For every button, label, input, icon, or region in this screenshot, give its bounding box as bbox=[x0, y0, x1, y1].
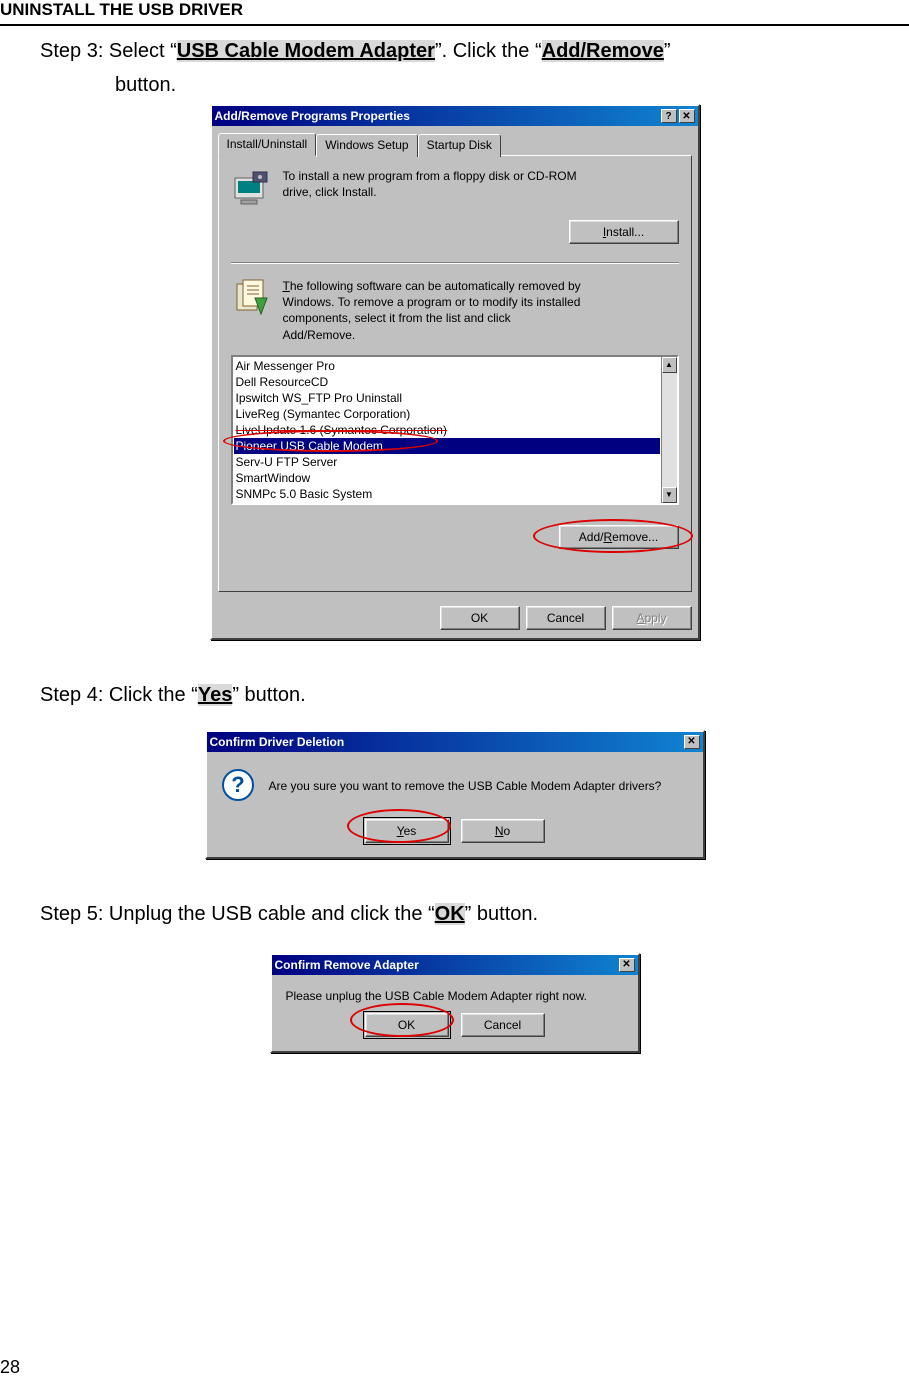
confirm-deletion-dialog: Confirm Driver Deletion ✕ ? Are you sure… bbox=[205, 730, 705, 859]
list-item[interactable]: SmartWindow bbox=[234, 470, 660, 486]
scroll-down-button[interactable]: ▼ bbox=[662, 487, 677, 503]
header-rule bbox=[0, 24, 909, 26]
step3-mid: ”. Click the “ bbox=[435, 40, 542, 62]
scroll-track[interactable] bbox=[662, 373, 677, 487]
install-button[interactable]: Install... bbox=[569, 220, 679, 244]
question-icon: ? bbox=[221, 768, 255, 805]
programs-listbox[interactable]: Air Messenger Pro Dell ResourceCD Ipswit… bbox=[231, 355, 679, 505]
desc1a: To install a new program from a floppy d… bbox=[283, 168, 679, 184]
scroll-up-button[interactable]: ▲ bbox=[662, 357, 677, 373]
no-button[interactable]: No bbox=[461, 819, 545, 843]
page-number: 28 bbox=[0, 1357, 20, 1378]
desc2a-rest: he following software can be automatical… bbox=[290, 279, 581, 293]
list-item[interactable]: Dell ResourceCD bbox=[234, 374, 660, 390]
desc2d: Add/Remove. bbox=[283, 327, 679, 343]
dialog1-title: Add/Remove Programs Properties bbox=[215, 109, 659, 123]
dialog3-close-button[interactable]: ✕ bbox=[619, 958, 635, 972]
apply-button: Apply bbox=[612, 606, 692, 630]
step3-prefix: Step 3: Select “ bbox=[40, 40, 177, 62]
step3-bold1: USB Cable Modem Adapter bbox=[177, 40, 435, 62]
remove-desc: The following software can be automatica… bbox=[283, 278, 679, 343]
step-5: Step 5: Unplug the USB cable and click t… bbox=[40, 899, 869, 929]
install-icon bbox=[231, 168, 271, 208]
page-header: UNINSTALL THE USB DRIVER bbox=[0, 0, 909, 24]
list-item[interactable]: Serv-U FTP Server bbox=[234, 454, 660, 470]
list-item[interactable]: Ipswitch WS_FTP Pro Uninstall bbox=[234, 390, 660, 406]
dialog2-close-button[interactable]: ✕ bbox=[684, 735, 700, 749]
desc2c: components, select it from the list and … bbox=[283, 310, 679, 326]
list-scrollbar[interactable]: ▲ ▼ bbox=[661, 357, 677, 503]
ok-button[interactable]: OK bbox=[440, 606, 520, 630]
confirm-remove-adapter-dialog: Confirm Remove Adapter ✕ Please unplug t… bbox=[270, 953, 640, 1053]
tab-install-uninstall[interactable]: Install/Uninstall bbox=[218, 133, 317, 156]
list-item[interactable]: SNMPc 5.0 Basic System bbox=[234, 486, 660, 502]
step-4: Step 4: Click the “Yes” button. bbox=[40, 680, 869, 710]
install-desc: To install a new program from a floppy d… bbox=[283, 168, 679, 200]
list-item-selected[interactable]: Pioneer USB Cable Modem bbox=[234, 438, 660, 454]
help-button[interactable]: ? bbox=[661, 109, 677, 123]
desc1b: drive, click Install. bbox=[283, 184, 679, 200]
step4-prefix: Step 4: Click the “ bbox=[40, 684, 198, 706]
step5-prefix: Step 5: Unplug the USB cable and click t… bbox=[40, 903, 435, 925]
dialog2-title: Confirm Driver Deletion bbox=[210, 735, 682, 749]
tab-strip: Install/Uninstall Windows Setup Startup … bbox=[212, 126, 698, 155]
dialog3-body: Please unplug the USB Cable Modem Adapte… bbox=[272, 975, 638, 1009]
step-3: Step 3: Select “USB Cable Modem Adapter”… bbox=[40, 36, 869, 66]
tab-windows-setup[interactable]: Windows Setup bbox=[316, 134, 417, 157]
dialog3-ok-button[interactable]: OK bbox=[365, 1013, 449, 1037]
step3-line2: button. bbox=[40, 70, 869, 100]
dialog3-title: Confirm Remove Adapter bbox=[275, 958, 617, 972]
dialog1-button-row: OK Cancel Apply bbox=[212, 598, 698, 638]
tab-startup-disk[interactable]: Startup Disk bbox=[418, 134, 501, 157]
dialog3-msg: Please unplug the USB Cable Modem Adapte… bbox=[286, 989, 624, 1003]
svg-text:?: ? bbox=[231, 772, 244, 797]
dialog3-titlebar: Confirm Remove Adapter ✕ bbox=[272, 955, 638, 975]
divider bbox=[231, 262, 679, 264]
step3-bold2: Add/Remove bbox=[542, 40, 664, 62]
dialog1-titlebar: Add/Remove Programs Properties ? ✕ bbox=[212, 106, 698, 126]
yes-button[interactable]: Yes bbox=[365, 819, 449, 843]
step5-suffix: ” button. bbox=[465, 903, 538, 925]
desc2b: Windows. To remove a program or to modif… bbox=[283, 294, 679, 310]
dialog2-body: ? Are you sure you want to remove the US… bbox=[207, 752, 703, 815]
dialog2-msg: Are you sure you want to remove the USB … bbox=[269, 779, 662, 793]
step4-bold: Yes bbox=[198, 684, 232, 706]
step4-suffix: ” button. bbox=[232, 684, 305, 706]
step5-bold: OK bbox=[435, 903, 465, 925]
remove-icon bbox=[231, 278, 271, 318]
list-item[interactable]: LiveUpdate 1.6 (Symantec Corporation) bbox=[234, 422, 660, 438]
add-remove-dialog: Add/Remove Programs Properties ? ✕ Insta… bbox=[210, 104, 700, 640]
list-item[interactable]: Air Messenger Pro bbox=[234, 358, 660, 374]
step3-suffix: ” bbox=[664, 40, 671, 62]
close-button[interactable]: ✕ bbox=[679, 109, 695, 123]
add-remove-button[interactable]: Add/Remove... bbox=[559, 525, 679, 549]
list-items: Air Messenger Pro Dell ResourceCD Ipswit… bbox=[233, 357, 661, 503]
dialog3-cancel-button[interactable]: Cancel bbox=[461, 1013, 545, 1037]
list-item[interactable]: LiveReg (Symantec Corporation) bbox=[234, 406, 660, 422]
cancel-button[interactable]: Cancel bbox=[526, 606, 606, 630]
tab-panel: To install a new program from a floppy d… bbox=[218, 155, 692, 592]
dialog2-titlebar: Confirm Driver Deletion ✕ bbox=[207, 732, 703, 752]
